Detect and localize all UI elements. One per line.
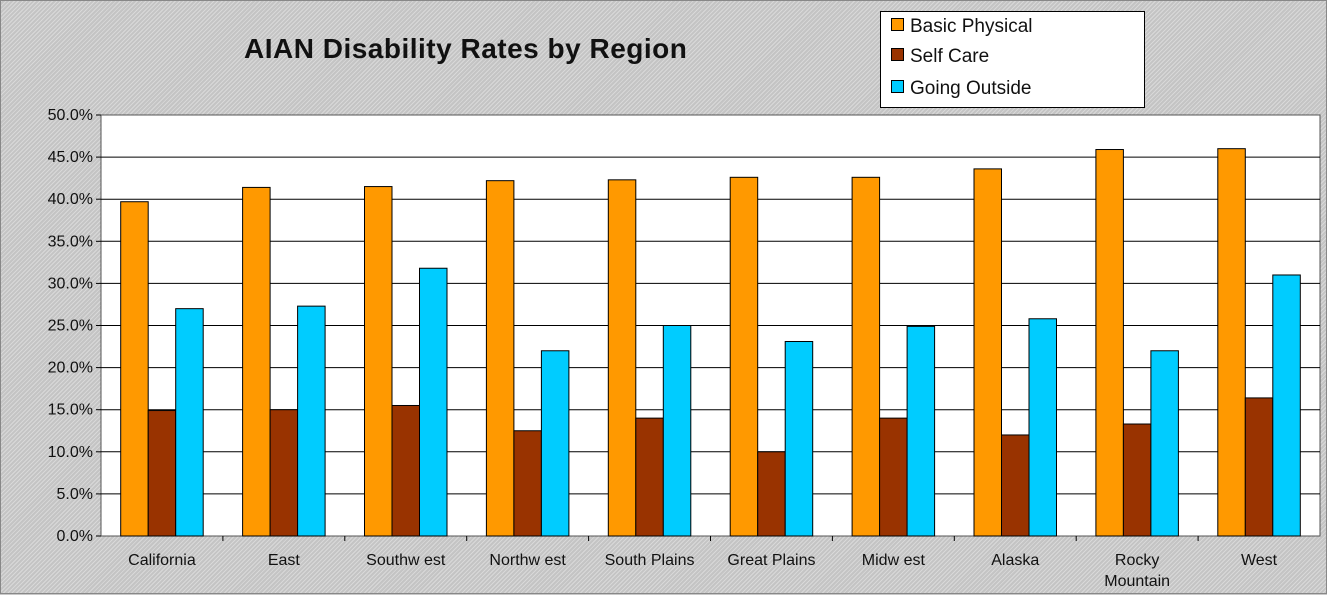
bar-basic-physical	[1095, 149, 1124, 537]
x-tick-label: South Plains	[605, 552, 695, 569]
y-tick-label: 0.0%	[57, 528, 93, 545]
bar-basic-physical	[851, 176, 881, 537]
legend-label: Basic Physical	[910, 16, 1033, 37]
bar-going-outside	[1272, 274, 1301, 537]
bar-going-outside	[297, 305, 326, 537]
bar-going-outside	[540, 350, 570, 537]
legend-swatch-basic-physical	[891, 18, 904, 32]
y-tick-label: 45.0%	[48, 149, 93, 166]
bar-basic-physical	[729, 176, 759, 537]
x-tick-label: Mountain	[1104, 573, 1170, 590]
bar-basic-physical	[120, 201, 149, 537]
bar-basic-physical	[485, 180, 515, 537]
x-axis: California East Southw est Northw est South …	[128, 536, 1278, 590]
x-tick-label: Alaska	[991, 552, 1039, 569]
bar-basic-physical	[973, 168, 1002, 537]
x-tick-label: Rocky	[1115, 552, 1159, 569]
x-tick-label: West	[1241, 552, 1278, 569]
bar-going-outside	[1028, 318, 1057, 537]
y-tick-label: 20.0%	[48, 360, 93, 377]
bar-self-care	[147, 410, 177, 537]
bar-self-care	[269, 409, 299, 537]
bar-basic-physical	[607, 179, 637, 537]
x-tick-label: Midw est	[862, 552, 926, 569]
chart-title: AIAN Disability Rates by Region	[244, 33, 688, 64]
legend-item-going-outside: Going Outside	[891, 78, 1031, 100]
y-tick-label: 10.0%	[48, 444, 93, 461]
y-tick-label: 40.0%	[48, 191, 93, 208]
bar-self-care	[879, 417, 908, 537]
y-tick-label: 15.0%	[48, 402, 93, 419]
bar-basic-physical	[364, 186, 393, 537]
x-tick-label: Southw est	[366, 552, 446, 569]
x-tick-label: East	[268, 552, 301, 569]
y-tick-label: 30.0%	[48, 275, 93, 292]
bars-layer	[120, 148, 1301, 537]
x-tick-label: Northw est	[489, 552, 566, 569]
bar-going-outside	[784, 340, 814, 537]
bar-going-outside	[1150, 350, 1179, 537]
bar-self-care	[757, 451, 786, 537]
bar-self-care	[635, 417, 664, 537]
bar-going-outside	[419, 267, 448, 537]
bar-going-outside	[906, 325, 936, 537]
y-tick-label: 25.0%	[48, 318, 93, 335]
y-axis: 0.0% 5.0% 10.0% 15.0% 20.0% 25.0% 30.0% 35.0% 40…	[48, 107, 101, 545]
bar-going-outside	[175, 308, 204, 537]
bar-self-care	[513, 430, 542, 537]
bar-self-care	[1244, 397, 1274, 537]
legend-swatch-going-outside	[891, 80, 904, 94]
y-tick-label: 50.0%	[48, 107, 93, 124]
bar-self-care	[391, 404, 420, 537]
legend-item-basic-physical: Basic Physical	[891, 16, 1033, 38]
y-tick-label: 35.0%	[48, 233, 93, 250]
bar-self-care	[1122, 423, 1152, 537]
y-tick-label: 5.0%	[57, 486, 93, 503]
legend-label: Self Care	[910, 46, 990, 67]
legend-label: Going Outside	[910, 78, 1032, 99]
bar-basic-physical	[1217, 148, 1246, 537]
bar-self-care	[1001, 434, 1030, 537]
bar-basic-physical	[242, 186, 271, 537]
x-tick-label: Great Plains	[727, 552, 815, 569]
bar-going-outside	[662, 325, 692, 537]
legend: Basic Physical Self Care Going Outside	[880, 11, 1145, 108]
legend-swatch-self-care	[891, 48, 904, 62]
legend-item-self-care: Self Care	[891, 46, 989, 68]
x-tick-label: California	[128, 552, 196, 569]
